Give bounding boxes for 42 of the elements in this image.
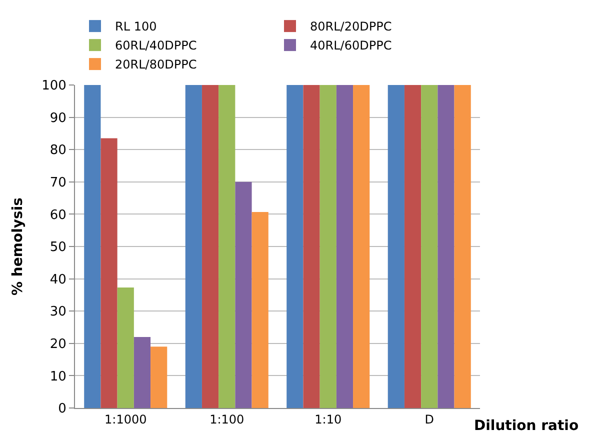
- bar: [84, 85, 101, 408]
- bar: [134, 336, 151, 408]
- y-tick-label: 20: [50, 336, 66, 352]
- bar: [388, 85, 404, 408]
- bar: [320, 85, 336, 408]
- y-tick-label: 50: [50, 240, 66, 256]
- bar: [286, 85, 304, 408]
- legend-label: 40RL/60DPPC: [310, 38, 392, 53]
- y-tick-label: 90: [50, 110, 66, 126]
- legend-label: 80RL/20DPPC: [310, 20, 392, 34]
- bar: [150, 346, 168, 408]
- y-tick-label: 30: [50, 304, 66, 320]
- y-tick-label: 100: [42, 78, 66, 94]
- x-tick-label: 1:100: [210, 412, 244, 426]
- x-tick-label: 1:10: [314, 412, 342, 426]
- bar: [454, 85, 471, 408]
- bar: [117, 288, 134, 408]
- bar: [235, 182, 252, 408]
- y-tick-label: 70: [50, 175, 66, 190]
- bar: [202, 85, 219, 408]
- bar: [303, 85, 320, 408]
- bar: [353, 85, 370, 408]
- bar: [336, 85, 354, 408]
- y-tick-label: 60: [50, 208, 66, 223]
- bar: [421, 85, 438, 408]
- y-tick-label: 40: [50, 272, 66, 288]
- x-axis-title: Dilution ratio: [474, 418, 579, 434]
- y-axis-title: % hemolysis: [10, 198, 26, 296]
- x-tick-label: D: [424, 412, 434, 426]
- x-tick-label: 1:1000: [104, 412, 147, 426]
- bar: [100, 138, 118, 408]
- bar: [404, 85, 422, 408]
- bar: [252, 212, 268, 408]
- bar: [218, 85, 236, 408]
- bar: [185, 85, 202, 408]
- y-tick-label: 0: [58, 402, 66, 417]
- legend-label: 20RL/80DPPC: [115, 58, 197, 72]
- bar: [438, 85, 454, 408]
- y-tick-label: 80: [50, 143, 66, 158]
- legend-label: 60RL/40DPPC: [115, 38, 197, 53]
- legend-label: RL 100: [115, 20, 157, 34]
- y-tick-label: 10: [50, 369, 66, 384]
